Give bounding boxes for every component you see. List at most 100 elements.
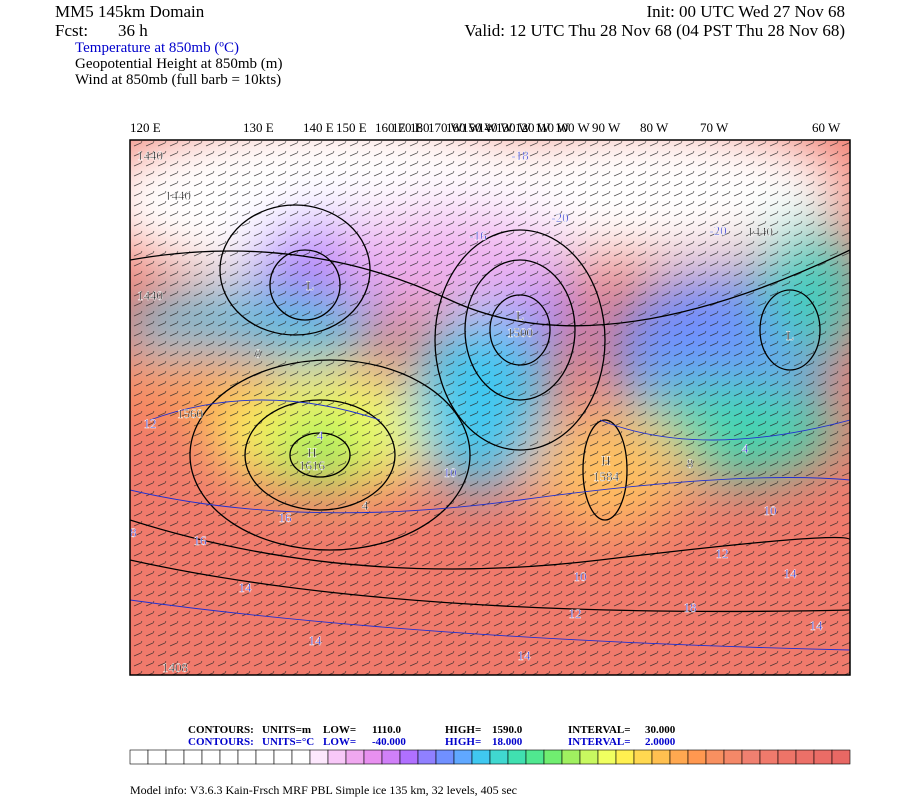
contour-label: 14 <box>239 580 253 595</box>
legend-height: 30.000 <box>645 724 676 736</box>
colorbar-cell <box>183 749 203 765</box>
colorbar-cell <box>543 749 563 765</box>
colorbar-cell <box>741 749 761 765</box>
legend-temperature: HIGH= <box>445 736 481 748</box>
contour-label: 1500 <box>507 325 533 340</box>
longitude-label: 170 E <box>392 120 423 135</box>
colorbar-cell <box>363 749 383 765</box>
legend-height: UNITS=m <box>262 724 311 736</box>
colorbar-cell <box>525 749 545 765</box>
contour-label: 1408 <box>162 660 188 675</box>
contour-label: 10 <box>764 503 777 518</box>
contour-label: 10 <box>574 569 587 584</box>
longitude-label: 160 E <box>375 120 406 135</box>
longitude-label: 120 W <box>515 120 551 135</box>
colorbar-cell <box>309 749 329 765</box>
contour-label: 0 <box>255 346 262 361</box>
colorbar-cell <box>417 749 437 765</box>
contour-label: 1584 <box>593 469 620 484</box>
map-frame <box>129 139 851 676</box>
colorbar-cell <box>723 749 743 765</box>
longitude-label: 170 W <box>428 120 464 135</box>
contour-label: H <box>601 453 610 468</box>
contour-label: 10 <box>444 465 457 480</box>
field-3: Wind at 850mb (full barb = 10kts) <box>75 72 281 88</box>
longitude-label: 70 W <box>700 120 729 135</box>
contour-label: -20 <box>551 210 568 225</box>
colorbar-cell <box>147 749 167 765</box>
colorbar-cell <box>813 749 833 765</box>
legend-temperature: LOW= <box>323 736 356 748</box>
longitude-label: 80 W <box>640 120 669 135</box>
contour-label: 16 <box>194 533 208 548</box>
legend-temperature: INTERVAL= <box>568 736 631 748</box>
colorbar-cell <box>471 749 491 765</box>
colorbar-cell <box>165 749 185 765</box>
contour-label: 18 <box>684 600 697 615</box>
valid-time: Valid: 12 UTC Thu 28 Nov 68 (04 PST Thu … <box>464 21 845 40</box>
colorbar-cell <box>273 749 293 765</box>
contour-label: 1440 <box>165 188 191 203</box>
legend-temperature: -40.000 <box>372 736 406 748</box>
contour-label: 4 <box>362 498 369 513</box>
colorbar-cell <box>759 749 779 765</box>
colorbar-cell <box>831 749 851 765</box>
longitude-label: 140 W <box>478 120 514 135</box>
domain: MM5 145km Domain <box>55 2 205 21</box>
map: 144014401560161615841500144014401408HLLH… <box>124 140 850 675</box>
contour-label: 12 <box>144 416 157 431</box>
contour-label: 1560 <box>177 406 203 421</box>
longitude-label: 90 W <box>592 120 621 135</box>
contour-label: 1616 <box>299 458 326 473</box>
colorbar-cell <box>201 749 221 765</box>
contour-label: 1440 <box>747 224 773 239</box>
legend-temperature: 18.000 <box>492 736 523 748</box>
colorbar-cell <box>219 749 239 765</box>
colorbar-cell <box>633 749 653 765</box>
contour-label: 4 <box>317 428 324 443</box>
longitude-label: 180 <box>410 120 430 135</box>
colorbar-cell <box>615 749 635 765</box>
longitude-label: 150 E <box>336 120 367 135</box>
contour-label: 12 <box>569 606 582 621</box>
contour-label: L <box>516 308 524 323</box>
colorbar-cell <box>327 749 347 765</box>
legend-height: HIGH= <box>445 724 481 736</box>
contour-label: -18 <box>511 148 528 163</box>
longitude-label: 130 E <box>243 120 274 135</box>
longitude-label: 150 W <box>462 120 498 135</box>
contour-label: L <box>786 328 794 343</box>
colorbar-cell <box>291 749 311 765</box>
longitude-label: 140 E <box>303 120 334 135</box>
colorbar-cell <box>795 749 815 765</box>
fcst-value: 36 h <box>118 21 148 40</box>
legend-temperature: UNITS=°C <box>262 736 314 748</box>
longitude-label: 100 W <box>555 120 591 135</box>
contour-label: 12 <box>716 546 729 561</box>
contour-label: H <box>307 445 316 460</box>
colorbar-cell <box>453 749 473 765</box>
colorbar-cell <box>579 749 599 765</box>
contour-label: 18 <box>124 525 137 540</box>
contour-label: -20 <box>709 223 726 238</box>
colorbar-cell <box>237 749 257 765</box>
longitude-label: 110 W <box>535 120 570 135</box>
legend-height: 1590.0 <box>492 724 523 736</box>
field-2: Geopotential Height at 850mb (m) <box>75 56 282 72</box>
contour-label: 14 <box>309 633 323 648</box>
colorbar-cell <box>381 749 401 765</box>
colorbar-cell <box>705 749 725 765</box>
legend-height: INTERVAL= <box>568 724 631 736</box>
colorbar-cell <box>561 749 581 765</box>
model-info: Model info: V3.6.3 Kain-Frsch MRF PBL Si… <box>130 783 517 797</box>
colorbar-cell <box>687 749 707 765</box>
colorbar-cell <box>489 749 509 765</box>
contour-label: 14 <box>810 618 824 633</box>
contour-label: 14 <box>518 648 532 663</box>
field-1: Temperature at 850mb (ºC) <box>75 40 239 56</box>
legend-height: CONTOURS: <box>188 724 254 736</box>
colorbar-cell <box>777 749 797 765</box>
colorbar-cell <box>669 749 689 765</box>
legend-height: 1110.0 <box>372 724 402 736</box>
colorbar-cell <box>255 749 275 765</box>
